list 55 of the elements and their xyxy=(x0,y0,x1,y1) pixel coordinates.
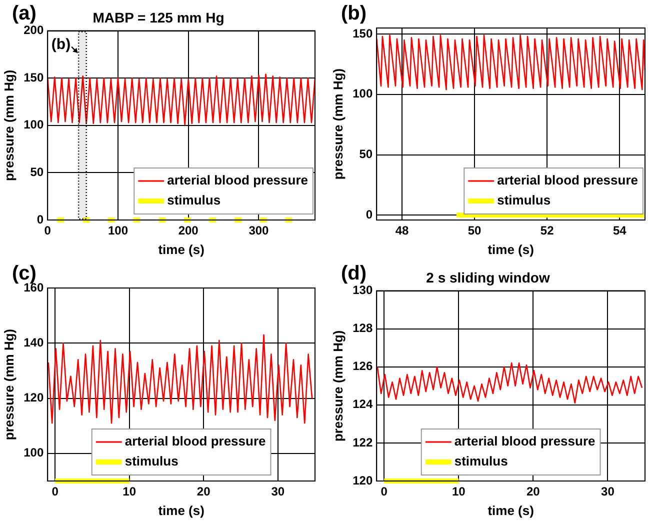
y-tick-label: 140 xyxy=(24,335,44,350)
y-tick-label: 0 xyxy=(366,207,373,222)
legend-label: arterial blood pressure xyxy=(497,172,638,188)
x-tick-label: 10 xyxy=(452,484,466,499)
legend-label: stimulus xyxy=(454,454,508,469)
x-tick-label: 48 xyxy=(395,224,410,238)
text: (d) xyxy=(341,262,367,285)
x-axis-title: time (s) xyxy=(488,242,534,257)
y-tick-label: 100 xyxy=(352,86,373,101)
x-tick-label: 52 xyxy=(540,224,554,238)
y-tick-label: 124 xyxy=(352,397,373,412)
legend-label: stimulus xyxy=(167,192,221,208)
y-axis-title: pressure (mm Hg) xyxy=(1,70,16,182)
x-tick-label: 200 xyxy=(178,224,199,238)
chart-title: MABP = 125 mm Hg xyxy=(92,9,224,26)
y-tick-label: 50 xyxy=(30,165,44,180)
y-tick-label: 122 xyxy=(352,435,373,450)
y-axis-title: pressure (mm Hg) xyxy=(330,330,346,442)
text: (a) xyxy=(12,2,36,25)
y-tick-label: 100 xyxy=(24,118,44,132)
y-tick-label: 200 xyxy=(24,23,44,38)
x-axis-title: time (s) xyxy=(158,242,204,257)
band-label: (b) xyxy=(51,36,71,53)
legend-label: stimulus xyxy=(124,454,178,469)
x-tick-label: 20 xyxy=(196,484,211,499)
y-tick-label: 100 xyxy=(24,446,44,460)
y-tick-label: 150 xyxy=(24,70,44,84)
y-tick-label: 120 xyxy=(352,473,373,488)
y-axis-title: pressure (mm Hg) xyxy=(1,328,16,440)
legend-label: arterial blood pressure xyxy=(167,172,308,188)
y-tick-label: 130 xyxy=(352,283,373,298)
y-tick-label: 150 xyxy=(352,26,373,40)
x-tick-label: 300 xyxy=(248,224,270,238)
y-tick-label: 128 xyxy=(352,321,373,336)
x-tick-label: 100 xyxy=(108,224,128,238)
x-tick-label: 0 xyxy=(380,484,388,499)
x-tick-label: 50 xyxy=(468,224,482,238)
chart-title: 2 s sliding window xyxy=(426,269,550,286)
text: (b) xyxy=(341,2,367,25)
x-tick-label: 30 xyxy=(601,484,615,499)
y-axis-title: pressure (mm Hg) xyxy=(330,68,346,180)
legend-label: arterial blood pressure xyxy=(454,434,596,449)
x-tick-label: 20 xyxy=(526,484,540,499)
y-tick-label: 50 xyxy=(359,147,373,162)
y-tick-label: 0 xyxy=(36,212,44,226)
y-tick-label: 126 xyxy=(352,359,373,374)
x-tick-label: 10 xyxy=(122,484,136,499)
x-tick-label: 0 xyxy=(52,484,59,499)
x-tick-label: 54 xyxy=(612,224,627,238)
legend-label: arterial blood pressure xyxy=(124,434,266,449)
y-tick-label: 120 xyxy=(24,390,44,405)
legend-label: stimulus xyxy=(497,192,551,208)
x-axis-title: time (s) xyxy=(158,502,204,518)
x-axis-title: time (s) xyxy=(488,502,534,518)
x-tick-label: 30 xyxy=(271,484,285,499)
